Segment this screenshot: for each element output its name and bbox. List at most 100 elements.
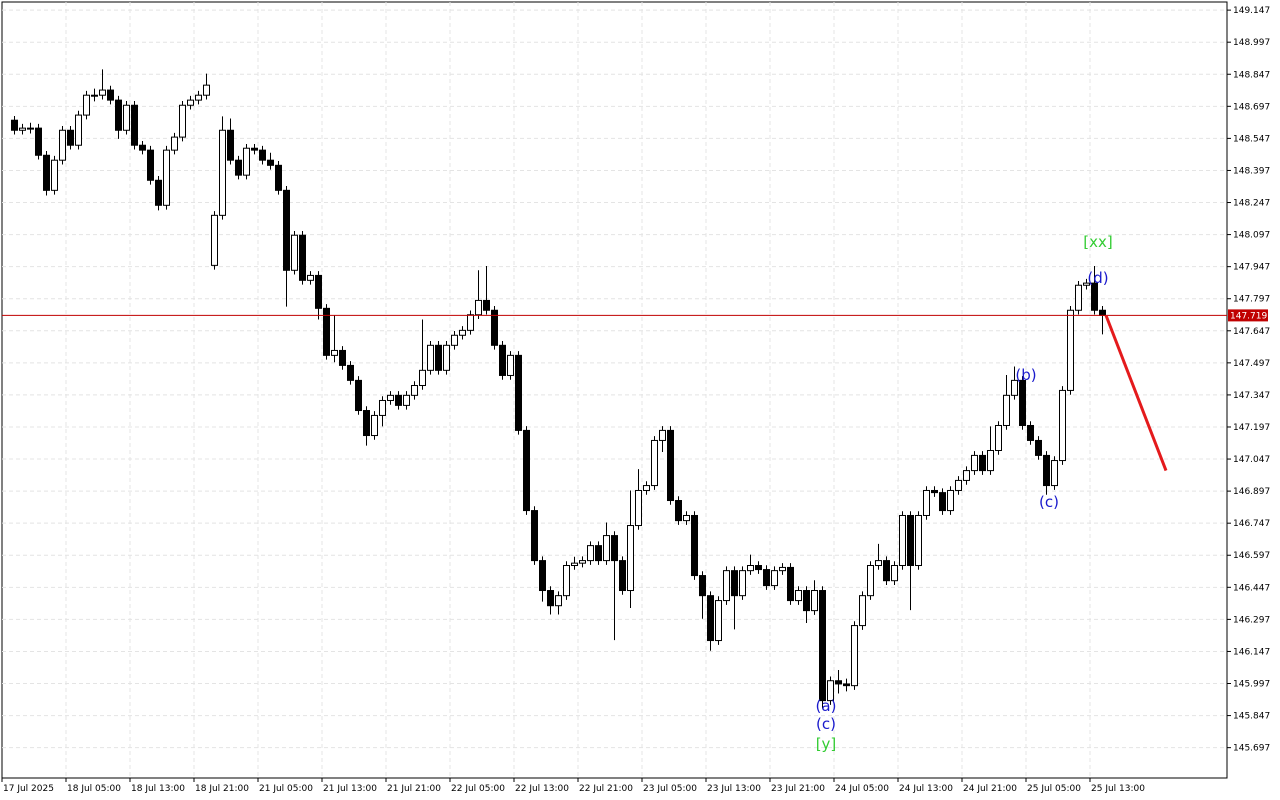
wave-label: [y]: [816, 735, 837, 753]
candle-body: [1067, 309, 1074, 391]
candle-body: [723, 570, 730, 602]
candle-body: [339, 349, 346, 366]
x-tick-label: 23 Jul 13:00: [707, 784, 761, 794]
x-tick-label: 22 Jul 13:00: [515, 784, 569, 794]
candle-body: [683, 514, 690, 522]
candle-body: [139, 144, 146, 151]
wave-label: (b): [1015, 366, 1036, 384]
candle-body: [651, 439, 658, 487]
candle-body: [755, 565, 762, 571]
candle-body: [1099, 309, 1106, 316]
candle-body: [1019, 379, 1026, 426]
y-tick-label: 148.547: [1233, 134, 1270, 144]
candle-body: [947, 489, 954, 512]
candle-body: [267, 159, 274, 166]
wave-label: (a): [816, 697, 837, 715]
candle-body: [955, 479, 962, 491]
candle-body: [971, 454, 978, 472]
candle-body: [931, 489, 938, 494]
candle-body: [667, 429, 674, 502]
candle-body: [379, 399, 386, 416]
y-tick-label: 147.647: [1233, 327, 1270, 337]
candle-body: [283, 189, 290, 271]
candle-body: [195, 94, 202, 101]
y-tick-label: 148.997: [1233, 38, 1270, 48]
candle-body: [747, 565, 754, 572]
candle-body: [99, 89, 106, 96]
candle-body: [659, 429, 666, 441]
candle-body: [907, 514, 914, 567]
price-label-box: [1228, 309, 1268, 322]
x-tick-label: 21 Jul 21:00: [387, 784, 441, 794]
candle-body: [1011, 379, 1018, 396]
candle-body: [811, 590, 818, 612]
candle-body: [363, 410, 370, 437]
candle-body: [11, 119, 18, 131]
y-tick-label: 147.797: [1233, 295, 1270, 305]
candle-body: [819, 590, 826, 702]
candle-body: [867, 565, 874, 597]
y-tick-label: 148.847: [1233, 70, 1270, 80]
candle-body: [795, 590, 802, 602]
candle-body: [739, 570, 746, 597]
candle-body: [611, 535, 618, 562]
candle-body: [395, 394, 402, 406]
candle-body: [707, 595, 714, 642]
candle-body: [259, 149, 266, 161]
candle-body: [507, 354, 514, 376]
candle-body: [1091, 282, 1098, 311]
candle-body: [699, 575, 706, 597]
candle-body: [291, 234, 298, 271]
y-tick-label: 145.697: [1233, 744, 1270, 754]
candle-body: [595, 545, 602, 562]
candle-body: [331, 349, 338, 356]
candle-body: [19, 127, 26, 131]
candle-body: [715, 600, 722, 642]
x-tick-label: 23 Jul 21:00: [771, 784, 825, 794]
candle-body: [203, 84, 210, 96]
candle-body: [1059, 389, 1066, 462]
x-tick-label: 18 Jul 13:00: [131, 784, 185, 794]
candle-body: [91, 94, 98, 97]
candle-body: [1075, 284, 1082, 311]
candle-body: [483, 299, 490, 311]
forecast-line: [1104, 314, 1168, 472]
candle-body: [163, 149, 170, 206]
candle-body: [691, 514, 698, 577]
y-tick-label: 147.497: [1233, 359, 1270, 369]
candle-body: [371, 414, 378, 437]
candle-body: [571, 562, 578, 567]
candle-body: [35, 127, 42, 156]
y-tick-label: 147.197: [1233, 423, 1270, 433]
y-tick-label: 148.697: [1233, 102, 1270, 112]
candle-body: [419, 369, 426, 387]
x-tick-label: 21 Jul 05:00: [259, 784, 313, 794]
candle-body: [643, 485, 650, 491]
candle-body: [307, 274, 314, 281]
y-tick-label: 148.397: [1233, 166, 1270, 176]
x-tick-label: 24 Jul 21:00: [963, 784, 1017, 794]
x-tick-label: 24 Jul 13:00: [899, 784, 953, 794]
y-tick-label: 147.047: [1233, 455, 1270, 465]
candle-body: [227, 129, 234, 161]
candle-body: [979, 454, 986, 472]
candle-body: [467, 314, 474, 331]
y-tick-label: 145.847: [1233, 712, 1270, 722]
candle-body: [779, 566, 786, 572]
candle-body: [603, 535, 610, 562]
candle-body: [939, 492, 946, 512]
candle-body: [451, 334, 458, 346]
candle-body: [675, 500, 682, 522]
x-tick-label: 24 Jul 05:00: [835, 784, 889, 794]
x-tick-label: 25 Jul 05:00: [1027, 784, 1081, 794]
candle-body: [851, 625, 858, 687]
candle-body: [891, 565, 898, 582]
candle-body: [131, 104, 138, 146]
candle-body: [859, 595, 866, 627]
candle-body: [987, 449, 994, 472]
candle-body: [211, 214, 218, 266]
candle-body: [995, 424, 1002, 451]
candle-body: [427, 344, 434, 371]
candle-body: [539, 560, 546, 592]
